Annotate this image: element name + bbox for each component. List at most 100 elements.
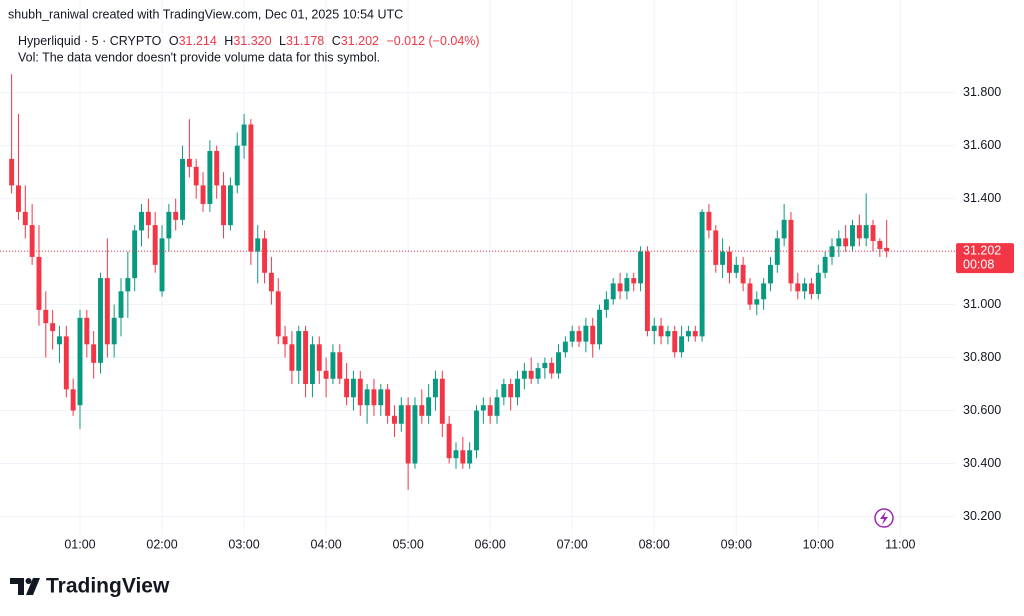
candle-body [467,450,473,464]
x-tick-label: 09:00 [721,537,752,551]
candle-body [576,331,582,342]
candle-body [706,211,712,231]
candle-body [877,241,883,249]
close-label: C [332,34,341,48]
candle-body [781,219,787,239]
candle-body [63,336,69,390]
candle-body [720,251,726,265]
candle-body [344,378,350,398]
candle-body [255,238,261,252]
candle-body [173,211,179,220]
candle-body [535,368,541,379]
candle-body [795,283,801,292]
x-tick-label: 03:00 [228,537,259,551]
candle-body [29,225,35,257]
candle-body [9,158,15,186]
candle-body [98,278,103,363]
open-label: O [169,34,179,48]
candle-body [767,264,773,284]
y-tick-label: 31.800 [963,85,1001,99]
candle-body [166,211,172,239]
candle-body [822,256,828,273]
x-tick-label: 05:00 [392,537,423,551]
candle-body [809,283,814,294]
candle-body [200,185,206,204]
candle-body [679,336,685,353]
candle-body [289,344,295,371]
candle-body [84,317,90,345]
candle-body [412,405,418,464]
candle-body [672,331,678,353]
candle-body [556,352,561,374]
candle-body [70,389,76,411]
y-tick-label: 30.400 [963,456,1001,470]
candle-body [658,325,664,337]
credit: shubh_raniwal created with TradingView.c… [8,7,403,21]
last-price-label: 31.202 [963,243,1001,257]
candle-body [494,397,500,416]
close-value: 31.202 [341,34,379,48]
candle-body [152,225,158,265]
last-price-box [956,243,1014,274]
candle-body [870,225,876,242]
countdown: 00:08 [963,257,994,271]
x-tick-label: 10:00 [803,537,834,551]
high-label: H [224,34,233,48]
candle-body [884,247,890,252]
x-tick-label: 07:00 [557,537,588,551]
candle-body [268,272,274,292]
candle-body [111,317,117,345]
candle-body [433,378,438,398]
candle-body [207,150,213,204]
x-tick-label: 08:00 [639,537,670,551]
candle-body [549,362,555,374]
candle-body [501,384,507,398]
open-value: 31.214 [179,34,217,48]
candle-body [487,405,493,416]
candle-body [515,378,520,398]
candle-body [474,410,479,451]
candle-body [521,370,527,379]
candle-body [385,389,391,416]
candle-body [323,370,329,379]
candle-body [330,352,336,379]
candle-body [371,389,377,406]
candle-body [747,283,753,305]
candle-body [36,256,42,310]
candle-body [15,185,21,212]
candle-body [460,450,466,464]
y-tick-label: 31.000 [963,297,1001,311]
candle-body [145,211,151,226]
change: −0.012 (−0.04%) [386,34,479,48]
symbol: Hyperliquid · 5 · CRYPTO [18,34,162,48]
candle-body [275,291,281,337]
candle-body [43,309,49,324]
candle-body [350,378,356,398]
candle-body [740,264,746,284]
candle-body [713,230,719,265]
candle-body [139,211,144,231]
candle-body [22,211,28,226]
y-tick-label: 31.400 [963,191,1001,205]
candle-body [296,331,302,371]
candle-body [631,278,637,284]
candle-body [309,344,315,385]
candle-body [77,317,83,406]
candle-body [303,331,309,385]
candle-body [651,325,657,332]
legend-line: Hyperliquid · 5 · CRYPTO O31.214 H31.320… [18,34,480,48]
candle-body [248,124,254,252]
replay-icon[interactable] [874,508,894,528]
candle-body [282,336,288,345]
candle-body [542,362,548,369]
candle-body [856,225,862,239]
candle-body [221,185,227,226]
high-value: 31.320 [233,34,271,48]
candle-body [733,264,739,273]
brand-name: TradingView [46,575,170,598]
candle-body [378,389,384,406]
y-tick-label: 31.600 [963,138,1001,152]
x-tick-label: 06:00 [475,537,506,551]
candle-body [405,405,411,464]
